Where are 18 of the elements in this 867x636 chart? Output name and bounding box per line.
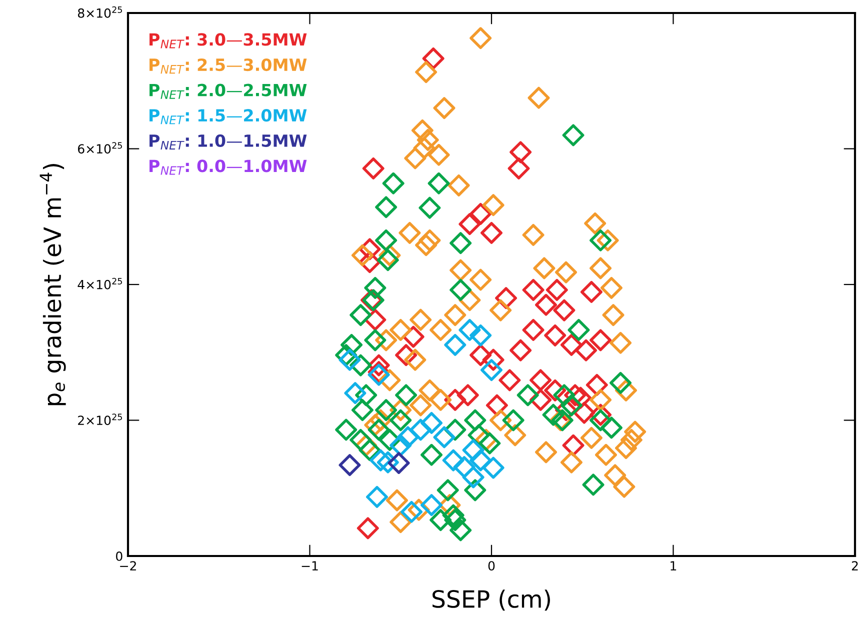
y-tick-label: 2×10$^{25}$: [78, 414, 122, 426]
y-tick-label: 0: [116, 551, 122, 561]
legend-label: P$_{NET}$: 0.0—1.0MW: [150, 160, 307, 175]
y-tick-label: 8×10$^{25}$: [78, 6, 122, 18]
text: P$_{NET}$: 2.0—2.5MW: [150, 84, 307, 99]
x-tick-label: −1: [302, 561, 318, 570]
x-tick-label: 0: [488, 561, 495, 571]
x-axis-title: SSEP (cm): [432, 590, 550, 611]
text: P$_{NET}$: 1.5—2.0MW: [150, 109, 307, 124]
x-tick-label: 2: [852, 561, 858, 570]
x-tick-label: −2: [120, 561, 136, 570]
y-tick-label: 6×10$^{25}$: [78, 142, 122, 154]
y-axis-title: p$_{e}$ gradient (eV m$^{−4}$): [40, 164, 66, 406]
y-tick-label: 4×10$^{25}$: [78, 278, 122, 290]
text: P$_{NET}$: 1.0—1.5MW: [150, 134, 307, 150]
x-tick-label: 1: [670, 561, 676, 570]
text: P$_{NET}$: 3.0—3.5MW: [150, 33, 307, 48]
text: P$_{NET}$: 2.5—3.0MW: [150, 58, 307, 74]
